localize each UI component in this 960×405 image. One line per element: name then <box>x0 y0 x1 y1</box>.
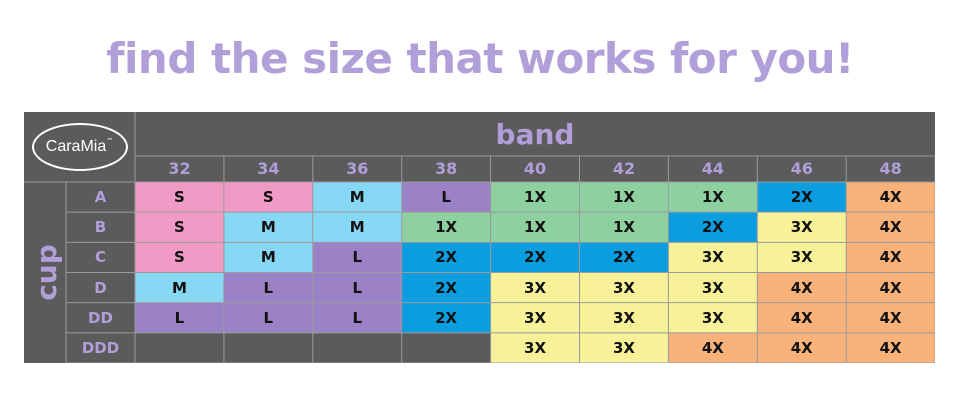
page-headline: find the size that works for you! <box>106 34 854 83</box>
size-cell: L <box>312 242 402 273</box>
size-cell: L <box>135 302 224 333</box>
size-cell: 4X <box>757 302 847 333</box>
band-header: 48 <box>879 159 902 178</box>
trademark-mark: ™ <box>106 137 114 145</box>
cup-header: B <box>94 218 107 237</box>
size-cell: 4X <box>757 332 847 363</box>
size-cell: 3X <box>579 302 669 333</box>
size-cell: 4X <box>846 302 936 333</box>
size-cell: L <box>312 272 402 303</box>
size-cell: M <box>223 212 313 243</box>
size-cell: 3X <box>668 242 758 273</box>
size-cell <box>135 332 224 363</box>
size-cell: 4X <box>846 332 936 363</box>
size-cell: 2X <box>579 242 669 273</box>
size-cell <box>223 332 313 363</box>
size-cell: 3X <box>757 242 847 273</box>
size-cell: 3X <box>757 212 847 243</box>
band-header: 38 <box>435 159 458 178</box>
size-chart: CaraMia ™ band cup 32 34 36 38 40 42 44 46 48 A B C… <box>24 112 936 363</box>
size-cell: 4X <box>757 272 847 303</box>
size-cell: L <box>401 182 491 213</box>
size-cell: L <box>312 302 402 333</box>
size-cell: 2X <box>401 272 491 303</box>
size-cell: 3X <box>668 272 758 303</box>
size-cell: 3X <box>579 332 669 363</box>
size-cell: 1X <box>579 212 669 243</box>
size-cell: M <box>223 242 313 273</box>
size-cell: 2X <box>401 242 491 273</box>
grid-lines <box>24 112 935 363</box>
size-cell <box>401 332 491 363</box>
band-header: 44 <box>701 159 724 178</box>
size-cell: M <box>312 212 402 243</box>
band-axis-title: band <box>495 118 575 151</box>
cup-header: DD <box>88 308 113 327</box>
size-cell: L <box>223 302 313 333</box>
band-header: 34 <box>257 159 280 178</box>
size-cell: S <box>135 242 224 273</box>
brand-logo: CaraMia ™ <box>24 112 135 182</box>
cup-header: A <box>94 188 107 206</box>
size-cell: S <box>135 212 224 243</box>
band-header: 40 <box>523 159 547 178</box>
size-cell: S <box>135 182 224 213</box>
logo-badge: CaraMia ™ <box>31 123 128 171</box>
size-cell: 1X <box>401 212 491 243</box>
band-header: 46 <box>790 159 813 178</box>
size-cell: 1X <box>490 182 580 213</box>
logo-text: CaraMia <box>45 138 107 155</box>
size-cell: 2X <box>757 182 847 213</box>
size-cell: 4X <box>846 212 936 243</box>
band-header: 36 <box>346 159 369 178</box>
size-cell: 3X <box>668 302 758 333</box>
cup-header: DDD <box>81 338 120 357</box>
cup-header: D <box>94 278 107 297</box>
size-cell: 3X <box>579 272 669 303</box>
size-cell: 4X <box>846 242 936 273</box>
size-cell: 1X <box>579 182 669 213</box>
size-cell: 4X <box>846 272 936 303</box>
size-cell: 2X <box>668 212 758 243</box>
size-cell: M <box>135 272 224 303</box>
size-cell: 2X <box>401 302 491 333</box>
cup-header: C <box>94 248 106 267</box>
size-cell: 3X <box>490 332 580 363</box>
size-cell: 4X <box>668 332 758 363</box>
size-cell: 3X <box>490 272 580 303</box>
size-cell: 4X <box>846 182 936 213</box>
size-cell: 1X <box>490 212 580 243</box>
size-cell: 1X <box>668 182 758 213</box>
band-header: 42 <box>612 159 636 178</box>
size-cell: L <box>223 272 313 303</box>
size-cell <box>312 332 402 363</box>
size-cell: S <box>223 182 313 213</box>
band-header: 32 <box>168 159 191 178</box>
size-cell: 3X <box>490 302 580 333</box>
size-cell: M <box>312 182 402 213</box>
size-cell: 2X <box>490 242 580 273</box>
